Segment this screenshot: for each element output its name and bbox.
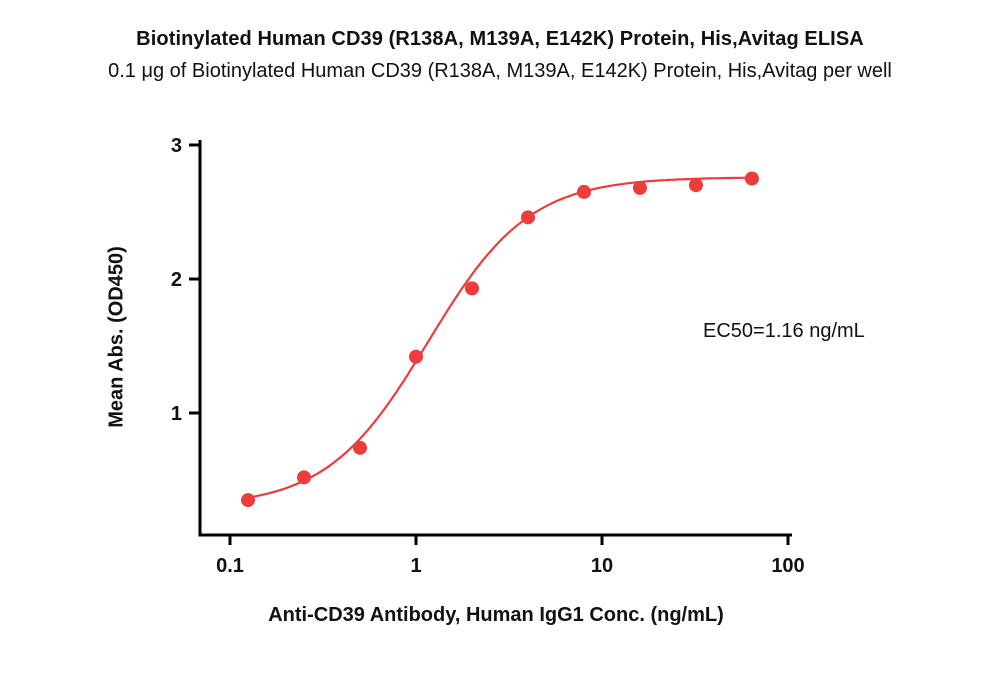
data-point [576,184,591,199]
x-tick-label: 1 [410,555,421,577]
y-axis-label: Mean Abs. (OD450) [105,246,128,428]
data-point [297,470,312,485]
chart-axes [198,140,792,537]
ec50-annotation: EC50=1.16 ng/mL [703,320,865,342]
x-tick-label: 10 [591,555,613,577]
data-point [520,210,535,225]
y-tick-label: 2 [171,269,182,291]
data-point [744,171,759,186]
data-point [688,178,703,193]
x-axis-label: Anti-CD39 Antibody, Human IgG1 Conc. (ng… [268,604,724,626]
data-point [409,349,423,364]
chart-title: Biotinylated Human CD39 (R138A, M139A, E… [136,28,864,50]
fit-curve [243,176,752,500]
y-tick-label: 1 [171,403,182,425]
data-point [632,180,647,195]
x-tick-label: 100 [771,555,804,577]
data-point [241,493,256,508]
data-point [464,281,479,296]
chart-subtitle: 0.1 μg of Biotinylated Human CD39 (R138A… [108,60,892,82]
x-tick-label: 0.1 [216,555,244,577]
data-point [353,440,368,455]
y-tick-label: 3 [171,135,182,157]
